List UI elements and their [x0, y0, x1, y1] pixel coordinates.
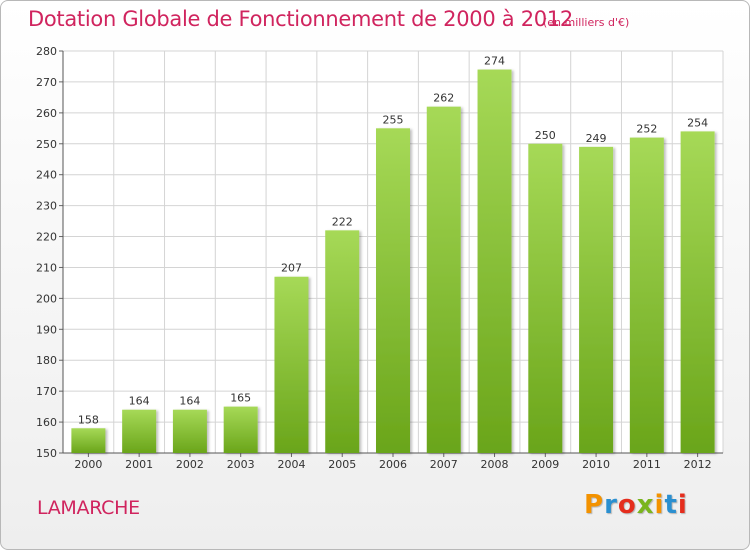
data-label-2011: 252 — [636, 123, 657, 136]
y-tick-label: 270 — [36, 76, 57, 89]
bar-2001 — [122, 409, 157, 453]
y-tick-label: 160 — [36, 416, 57, 429]
y-tick-label: 200 — [36, 292, 57, 305]
y-tick-label: 150 — [36, 447, 57, 460]
bar-2006 — [376, 128, 410, 454]
x-tick-label-2010: 2010 — [582, 458, 610, 471]
logo-letter: x — [636, 490, 655, 520]
data-label-2012: 254 — [687, 116, 708, 129]
data-label-2010: 249 — [586, 132, 607, 145]
data-label-2000: 158 — [78, 413, 99, 426]
y-tick-label: 170 — [36, 385, 57, 398]
bars — [71, 69, 715, 454]
data-label-2005: 222 — [332, 215, 353, 228]
data-label-2007: 262 — [433, 92, 454, 105]
y-tick-label: 250 — [36, 138, 57, 151]
bar-2007 — [426, 106, 461, 454]
x-tick-label-2004: 2004 — [277, 458, 305, 471]
bar-2009 — [528, 143, 563, 453]
y-tick-label: 190 — [36, 323, 57, 336]
x-tick-label-2008: 2008 — [481, 458, 509, 471]
data-label-2006: 255 — [383, 113, 404, 126]
bar-2012 — [680, 131, 715, 453]
x-tick-label-2012: 2012 — [684, 458, 712, 471]
data-label-2008: 274 — [484, 55, 505, 68]
commune-name: LAMARCHE — [37, 497, 140, 519]
y-tick-label: 180 — [36, 354, 57, 367]
bar-2008 — [477, 69, 512, 454]
x-tick-label-2009: 2009 — [531, 458, 559, 471]
x-tick-label-2000: 2000 — [74, 458, 102, 471]
x-tick-label-2002: 2002 — [176, 458, 204, 471]
x-tick-label-2006: 2006 — [379, 458, 407, 471]
x-tick-label-2007: 2007 — [430, 458, 458, 471]
x-tick-label-2011: 2011 — [633, 458, 661, 471]
data-label-2009: 250 — [535, 129, 556, 142]
bar-2011 — [629, 137, 664, 454]
chart-subtitle: (en milliers d'€) — [543, 16, 630, 29]
logo-letter: o — [617, 490, 637, 520]
chart-title: Dotation Globale de Fonctionnement de 20… — [28, 7, 573, 31]
data-label-2003: 165 — [230, 392, 251, 405]
x-tick-label-2003: 2003 — [227, 458, 255, 471]
x-tick-label-2001: 2001 — [125, 458, 153, 471]
bar-2000 — [71, 428, 106, 453]
data-label-2002: 164 — [179, 395, 200, 408]
bar-2002 — [172, 409, 207, 453]
data-label-2004: 207 — [281, 262, 302, 275]
labels: 150 160 170 180 190 200 210 220 230 240 250 260 270 2… — [36, 45, 712, 471]
logo-letter: i — [677, 490, 688, 520]
bar-2004 — [274, 276, 309, 453]
y-tick-label: 230 — [36, 200, 57, 213]
logo-letter: P — [584, 490, 605, 520]
y-tick-label: 240 — [36, 169, 57, 182]
y-tick-label: 210 — [36, 261, 57, 274]
logo-letter: t — [664, 490, 678, 520]
bar-2003 — [223, 406, 258, 453]
data-label-2001: 164 — [129, 395, 150, 408]
x-tick-label-2005: 2005 — [328, 458, 356, 471]
proxiti-logo: Proxiti — [584, 490, 688, 520]
logo-letter: r — [604, 490, 618, 520]
logo-letter: i — [654, 490, 665, 520]
y-tick-label: 280 — [36, 45, 57, 58]
y-tick-label: 220 — [36, 231, 57, 244]
y-tick-label: 260 — [36, 107, 57, 120]
bar-2005 — [325, 230, 360, 453]
bar-2010 — [579, 146, 614, 453]
